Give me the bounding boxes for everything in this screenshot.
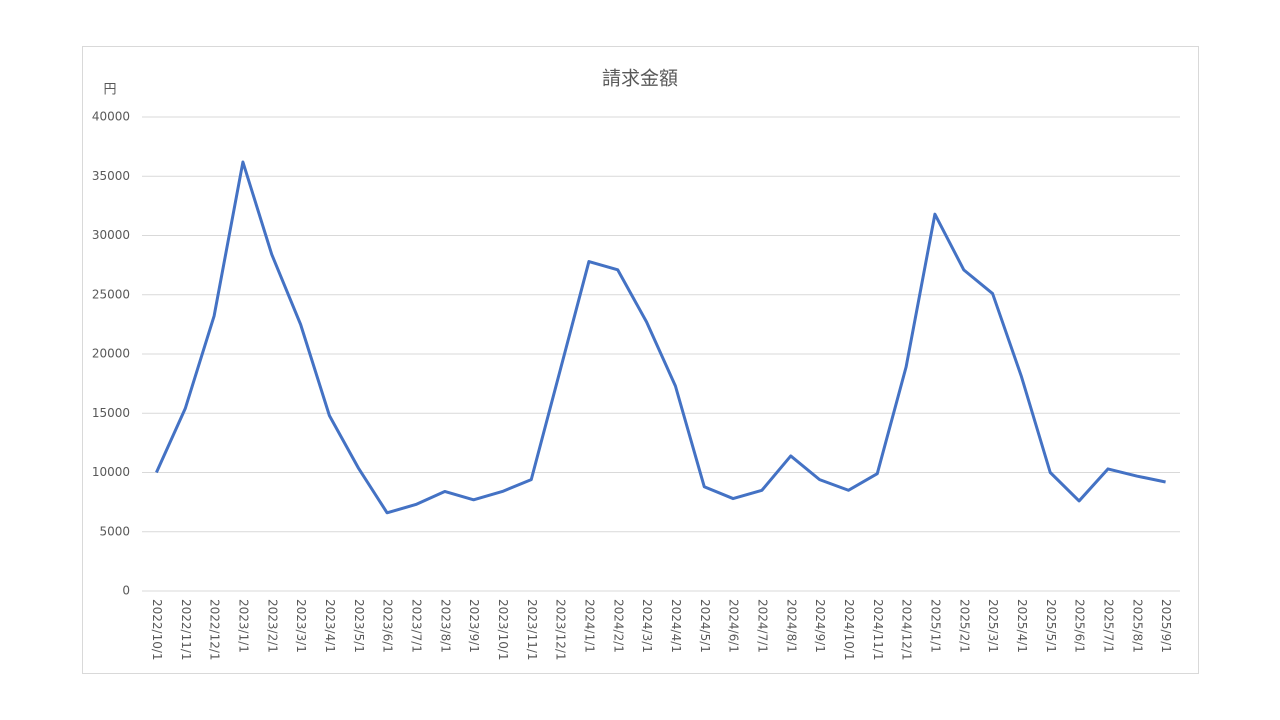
chart-frame xyxy=(82,46,1199,674)
x-tick-label: 2023/7/1 xyxy=(409,599,423,653)
y-tick-label: 0 xyxy=(122,584,130,598)
x-tick-label: 2024/11/1 xyxy=(871,599,885,661)
x-tick-label: 2024/5/1 xyxy=(698,599,712,653)
x-tick-label: 2023/12/1 xyxy=(554,599,568,661)
y-tick-label: 30000 xyxy=(92,228,130,242)
x-tick-label: 2025/9/1 xyxy=(1159,599,1173,653)
x-tick-label: 2023/8/1 xyxy=(438,599,452,653)
y-tick-label: 20000 xyxy=(92,347,130,361)
x-tick-label: 2023/10/1 xyxy=(496,599,510,661)
x-tick-label: 2023/11/1 xyxy=(525,599,539,661)
y-tick-label: 15000 xyxy=(92,406,130,420)
x-tick-label: 2024/2/1 xyxy=(611,599,625,653)
x-tick-label: 2024/4/1 xyxy=(669,599,683,653)
x-tick-label: 2023/5/1 xyxy=(352,599,366,653)
y-tick-label: 10000 xyxy=(92,465,130,479)
y-tick-label: 25000 xyxy=(92,287,130,301)
y-tick-label: 5000 xyxy=(99,524,130,538)
line xyxy=(155,160,1166,515)
x-tick-label: 2023/2/1 xyxy=(265,599,279,653)
x-tick-label: 2025/8/1 xyxy=(1130,599,1144,653)
x-tick-label: 2022/12/1 xyxy=(208,599,222,661)
x-tick-label: 2025/6/1 xyxy=(1073,599,1087,653)
x-tick-label: 2025/7/1 xyxy=(1101,599,1115,653)
x-tick-label: 2025/1/1 xyxy=(928,599,942,653)
x-tick-label: 2024/10/1 xyxy=(842,599,856,661)
x-tick-label: 2022/10/1 xyxy=(150,599,164,661)
x-tick-label: 2025/4/1 xyxy=(1015,599,1029,653)
x-tick-label: 2024/3/1 xyxy=(640,599,654,653)
x-tick-label: 2023/1/1 xyxy=(236,599,250,653)
y-axis-label: 円 xyxy=(103,83,116,98)
x-tick-label: 2024/12/1 xyxy=(900,599,914,661)
x-tick-label: 2025/2/1 xyxy=(957,599,971,653)
chart-title: 請求金額 xyxy=(602,68,678,90)
x-tick-label: 2023/6/1 xyxy=(381,599,395,653)
x-tick-label: 2024/9/1 xyxy=(813,599,827,653)
x-tick-label: 2025/5/1 xyxy=(1044,599,1058,653)
x-tick-label: 2024/6/1 xyxy=(727,599,741,653)
x-tick-label: 2022/11/1 xyxy=(179,599,193,661)
x-tick-label: 2023/9/1 xyxy=(467,599,481,653)
x-tick-label: 2023/4/1 xyxy=(323,599,337,653)
x-tick-label: 2025/3/1 xyxy=(986,599,1000,653)
x-tick-label: 2024/8/1 xyxy=(784,599,798,653)
x-tick-label: 2024/1/1 xyxy=(582,599,596,653)
y-tick-label: 35000 xyxy=(92,169,130,183)
x-tick-label: 2024/7/1 xyxy=(755,599,769,653)
y-tick-label: 40000 xyxy=(92,110,130,124)
x-tick-label: 2023/3/1 xyxy=(294,599,308,653)
